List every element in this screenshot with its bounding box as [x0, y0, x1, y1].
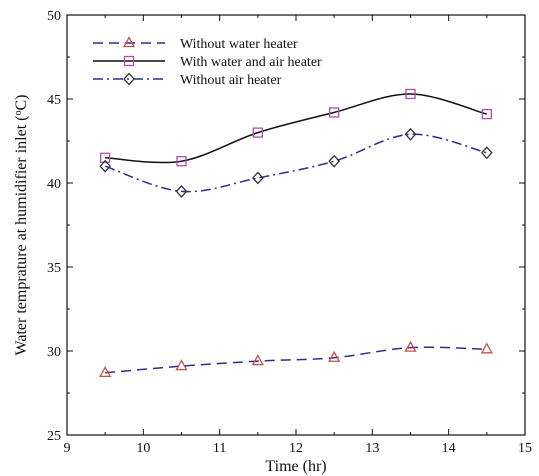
series-3	[99, 127, 493, 198]
data-point	[176, 156, 187, 167]
data-point	[99, 159, 112, 173]
data-point	[99, 366, 112, 377]
x-tick-label: 14	[442, 441, 456, 456]
series-line	[105, 93, 487, 164]
data-point	[251, 171, 264, 185]
data-point	[251, 354, 264, 366]
data-point	[328, 350, 341, 362]
y-tick-label: 35	[47, 261, 61, 276]
x-tick-label: 13	[365, 441, 379, 456]
x-tick-label: 11	[213, 441, 226, 456]
series-line	[105, 346, 487, 374]
legend-label: Without air heater	[180, 73, 282, 88]
data-point	[481, 108, 492, 120]
legend-marker	[123, 72, 135, 86]
x-tick-label: 15	[518, 441, 532, 456]
series-2	[100, 88, 492, 167]
y-tick-label: 25	[47, 429, 61, 444]
y-tick-label: 40	[47, 177, 61, 192]
legend: Without water heater With water and air h…	[93, 36, 322, 88]
x-tick-label: 12	[289, 441, 303, 456]
data-point	[175, 359, 188, 371]
data-point	[252, 127, 263, 138]
series-1	[99, 340, 493, 377]
y-tick-label: 30	[47, 345, 61, 360]
plot-frame	[66, 14, 526, 436]
legend-label: Without water heater	[180, 37, 298, 52]
data-point	[404, 127, 417, 141]
y-tick-label: 45	[47, 93, 61, 108]
data-point	[329, 107, 340, 118]
y-axis-label: Water temprature at humidifier inlet (oC…	[13, 95, 31, 356]
legend-item: Without air heater	[93, 72, 282, 88]
data-point	[405, 88, 416, 100]
data-point	[480, 342, 493, 354]
legend-label: With water and air heater	[180, 55, 322, 70]
x-tick-label: 9	[64, 441, 71, 456]
legend-item: With water and air heater	[93, 55, 322, 70]
axis-ticks: 9 10 11 12 13 14 15 25 30 35 40 45 50	[47, 9, 532, 456]
legend-item: Without water heater	[93, 36, 298, 52]
data-point	[100, 152, 111, 163]
y-tick-label: 50	[47, 9, 61, 24]
legend-marker	[123, 55, 135, 67]
data-point	[480, 146, 493, 160]
series-layer	[99, 88, 493, 377]
data-point	[404, 340, 417, 352]
data-point	[328, 154, 341, 168]
x-axis-label: Time (hr)	[265, 458, 326, 475]
data-point	[175, 184, 188, 198]
x-tick-label: 10	[136, 441, 150, 456]
legend-marker	[122, 36, 136, 48]
